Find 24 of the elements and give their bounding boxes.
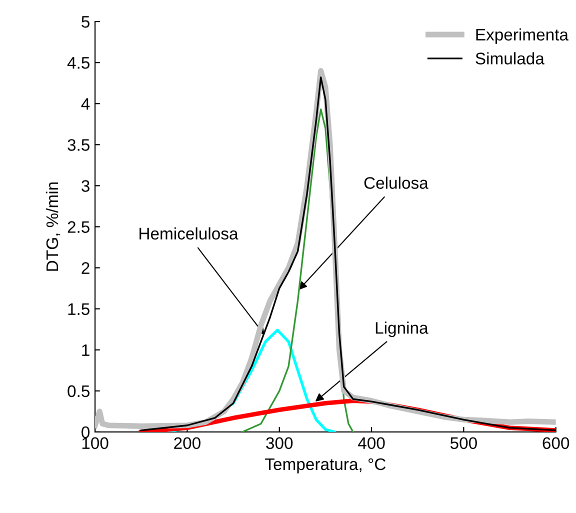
- y-tick-label: 3.5: [68, 139, 90, 151]
- y-tick-label: 4: [81, 98, 90, 110]
- x-tick-label: 400: [358, 437, 385, 450]
- y-tick-label: 2: [82, 262, 90, 274]
- annotation: Lignina: [376, 322, 428, 338]
- x-tick-label: 100: [82, 437, 108, 450]
- y-tick-label: 3: [82, 180, 90, 192]
- y-tick-label: 2.5: [68, 221, 90, 233]
- y-tick-label: 1: [82, 344, 90, 356]
- y-axis-title: DTG, %/min: [46, 182, 60, 271]
- annotation: Hemicelulosa: [140, 227, 238, 240]
- legend-label: Simulada: [476, 52, 544, 64]
- y-tick-label: 1.5: [68, 303, 90, 316]
- y-tick-label: 5: [82, 16, 90, 28]
- y-tick-label: 0: [82, 426, 90, 438]
- x-axis-title: Temperatura, °C: [265, 458, 386, 474]
- x-tick-label: 300: [266, 437, 293, 450]
- annotation: Celulosa: [364, 176, 428, 189]
- y-tick-label: 4.5: [67, 57, 90, 69]
- legend-label: Experimenta: [476, 28, 568, 44]
- x-tick-label: 200: [174, 437, 200, 450]
- x-tick-label: 600: [542, 437, 570, 450]
- x-tick-label: 500: [450, 437, 477, 450]
- y-tick-label: 0.5: [68, 385, 90, 398]
